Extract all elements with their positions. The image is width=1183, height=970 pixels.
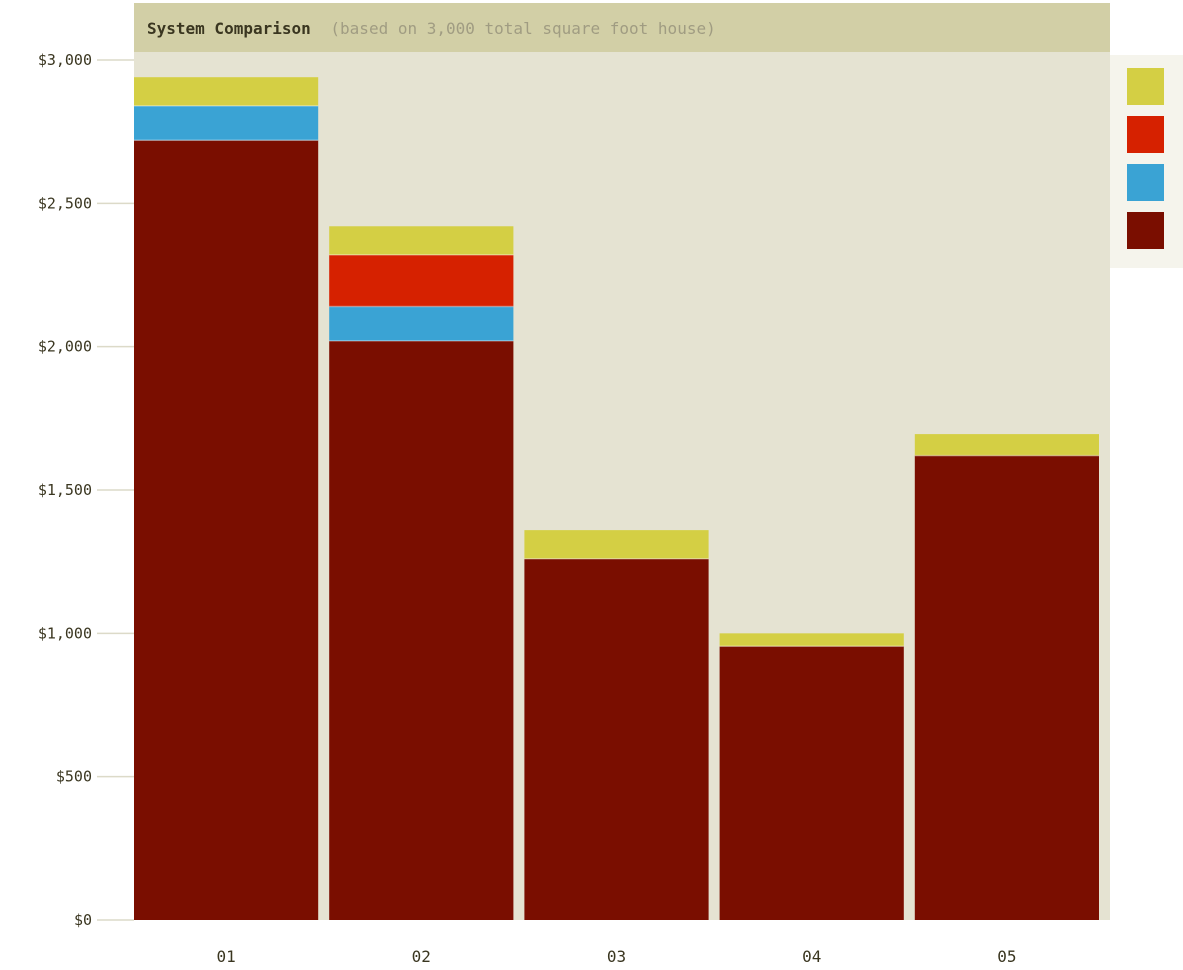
bar-segment	[914, 455, 1099, 920]
bar-segment	[329, 340, 514, 920]
bar-segment	[329, 306, 514, 341]
y-tick-label: $2,500	[38, 194, 92, 212]
y-tick-label: $2,000	[38, 338, 92, 356]
title-bar	[134, 3, 1110, 52]
bar-segment	[329, 226, 514, 255]
bar-segment	[134, 140, 319, 920]
legend-swatch	[1127, 212, 1164, 249]
y-tick-label: $3,000	[38, 51, 92, 69]
chart-subtitle: (based on 3,000 total square foot house)	[330, 19, 715, 38]
gridlines	[97, 59, 134, 921]
bar-segment	[719, 633, 904, 647]
x-tick-label: 01	[216, 947, 235, 966]
bar-segment	[914, 434, 1099, 456]
x-tick-label: 02	[412, 947, 431, 966]
bar-segment	[329, 254, 514, 307]
y-tick-label: $500	[56, 768, 92, 786]
legend-swatch	[1127, 116, 1164, 153]
x-tick-label: 05	[997, 947, 1016, 966]
legend-swatch	[1127, 68, 1164, 105]
bar-segment	[134, 105, 319, 141]
chart-title: System Comparison (based on 3,000 total …	[147, 19, 716, 38]
bar-segment	[524, 530, 709, 559]
legend	[1110, 55, 1183, 268]
y-tick-label: $0	[74, 911, 92, 929]
bar-segment	[524, 558, 709, 920]
legend-swatch	[1127, 164, 1164, 201]
y-tick-label: $1,500	[38, 481, 92, 499]
y-tick-label: $1,000	[38, 624, 92, 642]
bar-segment	[134, 77, 319, 106]
y-axis: $0 $500 $1,000 $1,500 $2,000 $2,500 $3,000	[38, 51, 92, 929]
bars	[134, 77, 1099, 920]
bar-segment	[719, 646, 904, 920]
chart-title-text: System Comparison	[147, 19, 311, 38]
x-axis: 01 02 03 04 05	[216, 947, 1016, 966]
x-tick-label: 04	[802, 947, 821, 966]
x-tick-label: 03	[607, 947, 626, 966]
